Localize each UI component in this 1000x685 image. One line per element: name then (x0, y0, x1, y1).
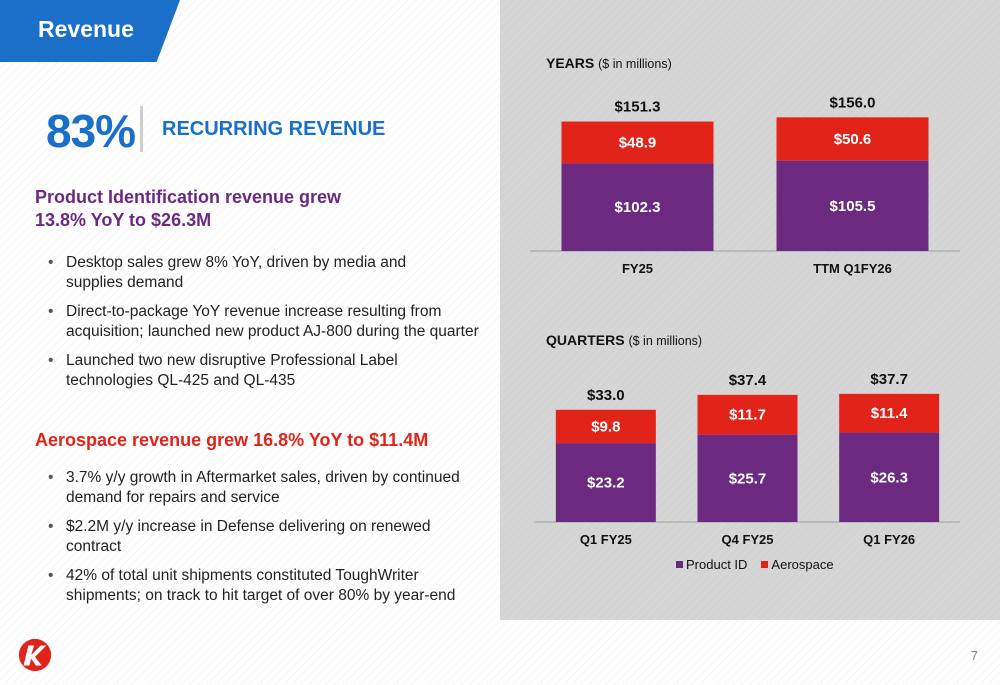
bullet-line: 3.7% y/y growth in Aftermarket sales, dr… (66, 469, 460, 486)
product-heading-line2: 13.8% YoY to $26.3M (35, 210, 212, 230)
bullet-line: supplies demand (66, 274, 184, 291)
bar-segment-product-id (555, 443, 656, 522)
bullet-dot: • (48, 567, 54, 584)
bullet-dot: • (48, 469, 54, 486)
bullet-item: • $2.2M y/y increase in Defense deliveri… (48, 517, 488, 557)
aerospace-heading: Aerospace revenue grew 16.8% YoY to $11.… (35, 430, 429, 450)
total-label: $37.4 (729, 372, 767, 389)
category-label: FY25 (622, 261, 653, 276)
bullet-dot: • (48, 303, 54, 320)
total-label: $151.3 (615, 99, 661, 116)
bar-segment-aerospace (561, 121, 714, 164)
data-label: $11.4 (871, 405, 908, 422)
aerospace-bullets: • 3.7% y/y growth in Aftermarket sales, … (48, 468, 488, 615)
data-label: $23.2 (587, 475, 625, 492)
bullet-item: • Launched two new disruptive Profession… (48, 351, 488, 391)
legend-label-product-id: Product ID (686, 557, 748, 572)
chart-legend: Product ID Aerospace (676, 557, 834, 572)
data-label: $26.3 (870, 469, 908, 486)
years-chart-heading: YEARS (546, 55, 595, 71)
product-heading: Product Identification revenue grew 13.8… (35, 186, 341, 232)
data-label: $9.8 (591, 418, 620, 435)
quarters-chart-subtitle: ($ in millions) (628, 334, 703, 348)
category-label: TTM Q1FY26 (813, 261, 892, 276)
product-heading-line1: Product Identification revenue grew (35, 187, 342, 207)
legend-swatch-aerospace (761, 561, 769, 568)
bullet-dot: • (48, 254, 54, 271)
percent-divider (140, 106, 143, 152)
category-label: Q1 FY26 (863, 532, 915, 547)
quarters-chart: $23.2 $9.8 $33.0 Q1 FY25 $25.7 $11.7 $37.4 Q4 F… (535, 371, 960, 547)
legend-item-product-id: Product ID (676, 557, 747, 572)
bar-segment-aerospace (555, 409, 656, 444)
bar-segment-aerospace (697, 394, 798, 435)
years-chart: $102.3 $48.9 $151.3 FY25 $105.5 $50.6 $156.0 TT… (530, 94, 960, 276)
data-label: $25.7 (729, 470, 767, 487)
bar-segment-product-id (561, 163, 714, 251)
bullet-line: demand for repairs and service (66, 489, 280, 506)
bar-segment-aerospace (776, 117, 929, 161)
legend-item-aerospace: Aerospace (761, 557, 834, 572)
bar-segment-product-id (776, 160, 929, 251)
total-label: $37.7 (870, 371, 908, 388)
bullet-line: technologies QL-425 and QL-435 (66, 372, 296, 389)
years-chart-subtitle: ($ in millions) (598, 57, 672, 71)
bullet-line: Launched two new disruptive Professional… (66, 352, 398, 369)
bullet-item: • Desktop sales grew 8% YoY, driven by m… (48, 253, 488, 293)
bullet-item: • 3.7% y/y growth in Aftermarket sales, … (48, 468, 488, 508)
bullet-line: Direct-to-package YoY revenue increase r… (66, 303, 442, 320)
category-label: Q1 FY25 (580, 532, 632, 547)
data-label: $48.9 (619, 134, 657, 151)
category-label: Q4 FY25 (721, 532, 773, 547)
quarters-chart-heading: QUARTERS (546, 332, 625, 348)
product-bullets: • Desktop sales grew 8% YoY, driven by m… (48, 253, 488, 400)
company-logo (18, 638, 52, 672)
bullet-line: acquisition; launched new product AJ-800… (66, 323, 479, 340)
page-title: Revenue (38, 16, 134, 42)
quarters-chart-title: QUARTERS ($ in millions) (546, 332, 702, 348)
bullet-line: 42% of total unit shipments constituted … (66, 567, 419, 584)
data-label: $102.3 (615, 199, 661, 216)
years-chart-title: YEARS ($ in millions) (546, 55, 672, 71)
bullet-dot: • (48, 352, 54, 369)
bullet-item: • 42% of total unit shipments constitute… (48, 566, 488, 606)
data-label: $105.5 (830, 198, 876, 215)
total-label: $156.0 (830, 94, 876, 111)
bullet-item: • Direct-to-package YoY revenue increase… (48, 302, 488, 342)
bar-segment-product-id (839, 432, 940, 522)
legend-label-aerospace: Aerospace (771, 557, 834, 572)
bullet-line: Desktop sales grew 8% YoY, driven by med… (66, 254, 407, 271)
legend-swatch-product-id (676, 561, 683, 568)
title-banner (0, 0, 180, 62)
bullet-line: shipments; on track to hit target of ove… (66, 587, 456, 604)
recurring-label: RECURRING REVENUE (162, 118, 386, 140)
bar-segment-product-id (697, 434, 798, 522)
data-label: $50.6 (834, 131, 872, 148)
total-label: $33.0 (587, 387, 625, 404)
bullet-dot: • (48, 518, 54, 535)
bar-segment-aerospace (839, 393, 940, 433)
bullet-line: $2.2M y/y increase in Defense delivering… (66, 518, 431, 555)
recurring-percent: 83% (46, 105, 136, 157)
page-number: 7 (970, 648, 978, 663)
data-label: $11.7 (729, 407, 766, 424)
